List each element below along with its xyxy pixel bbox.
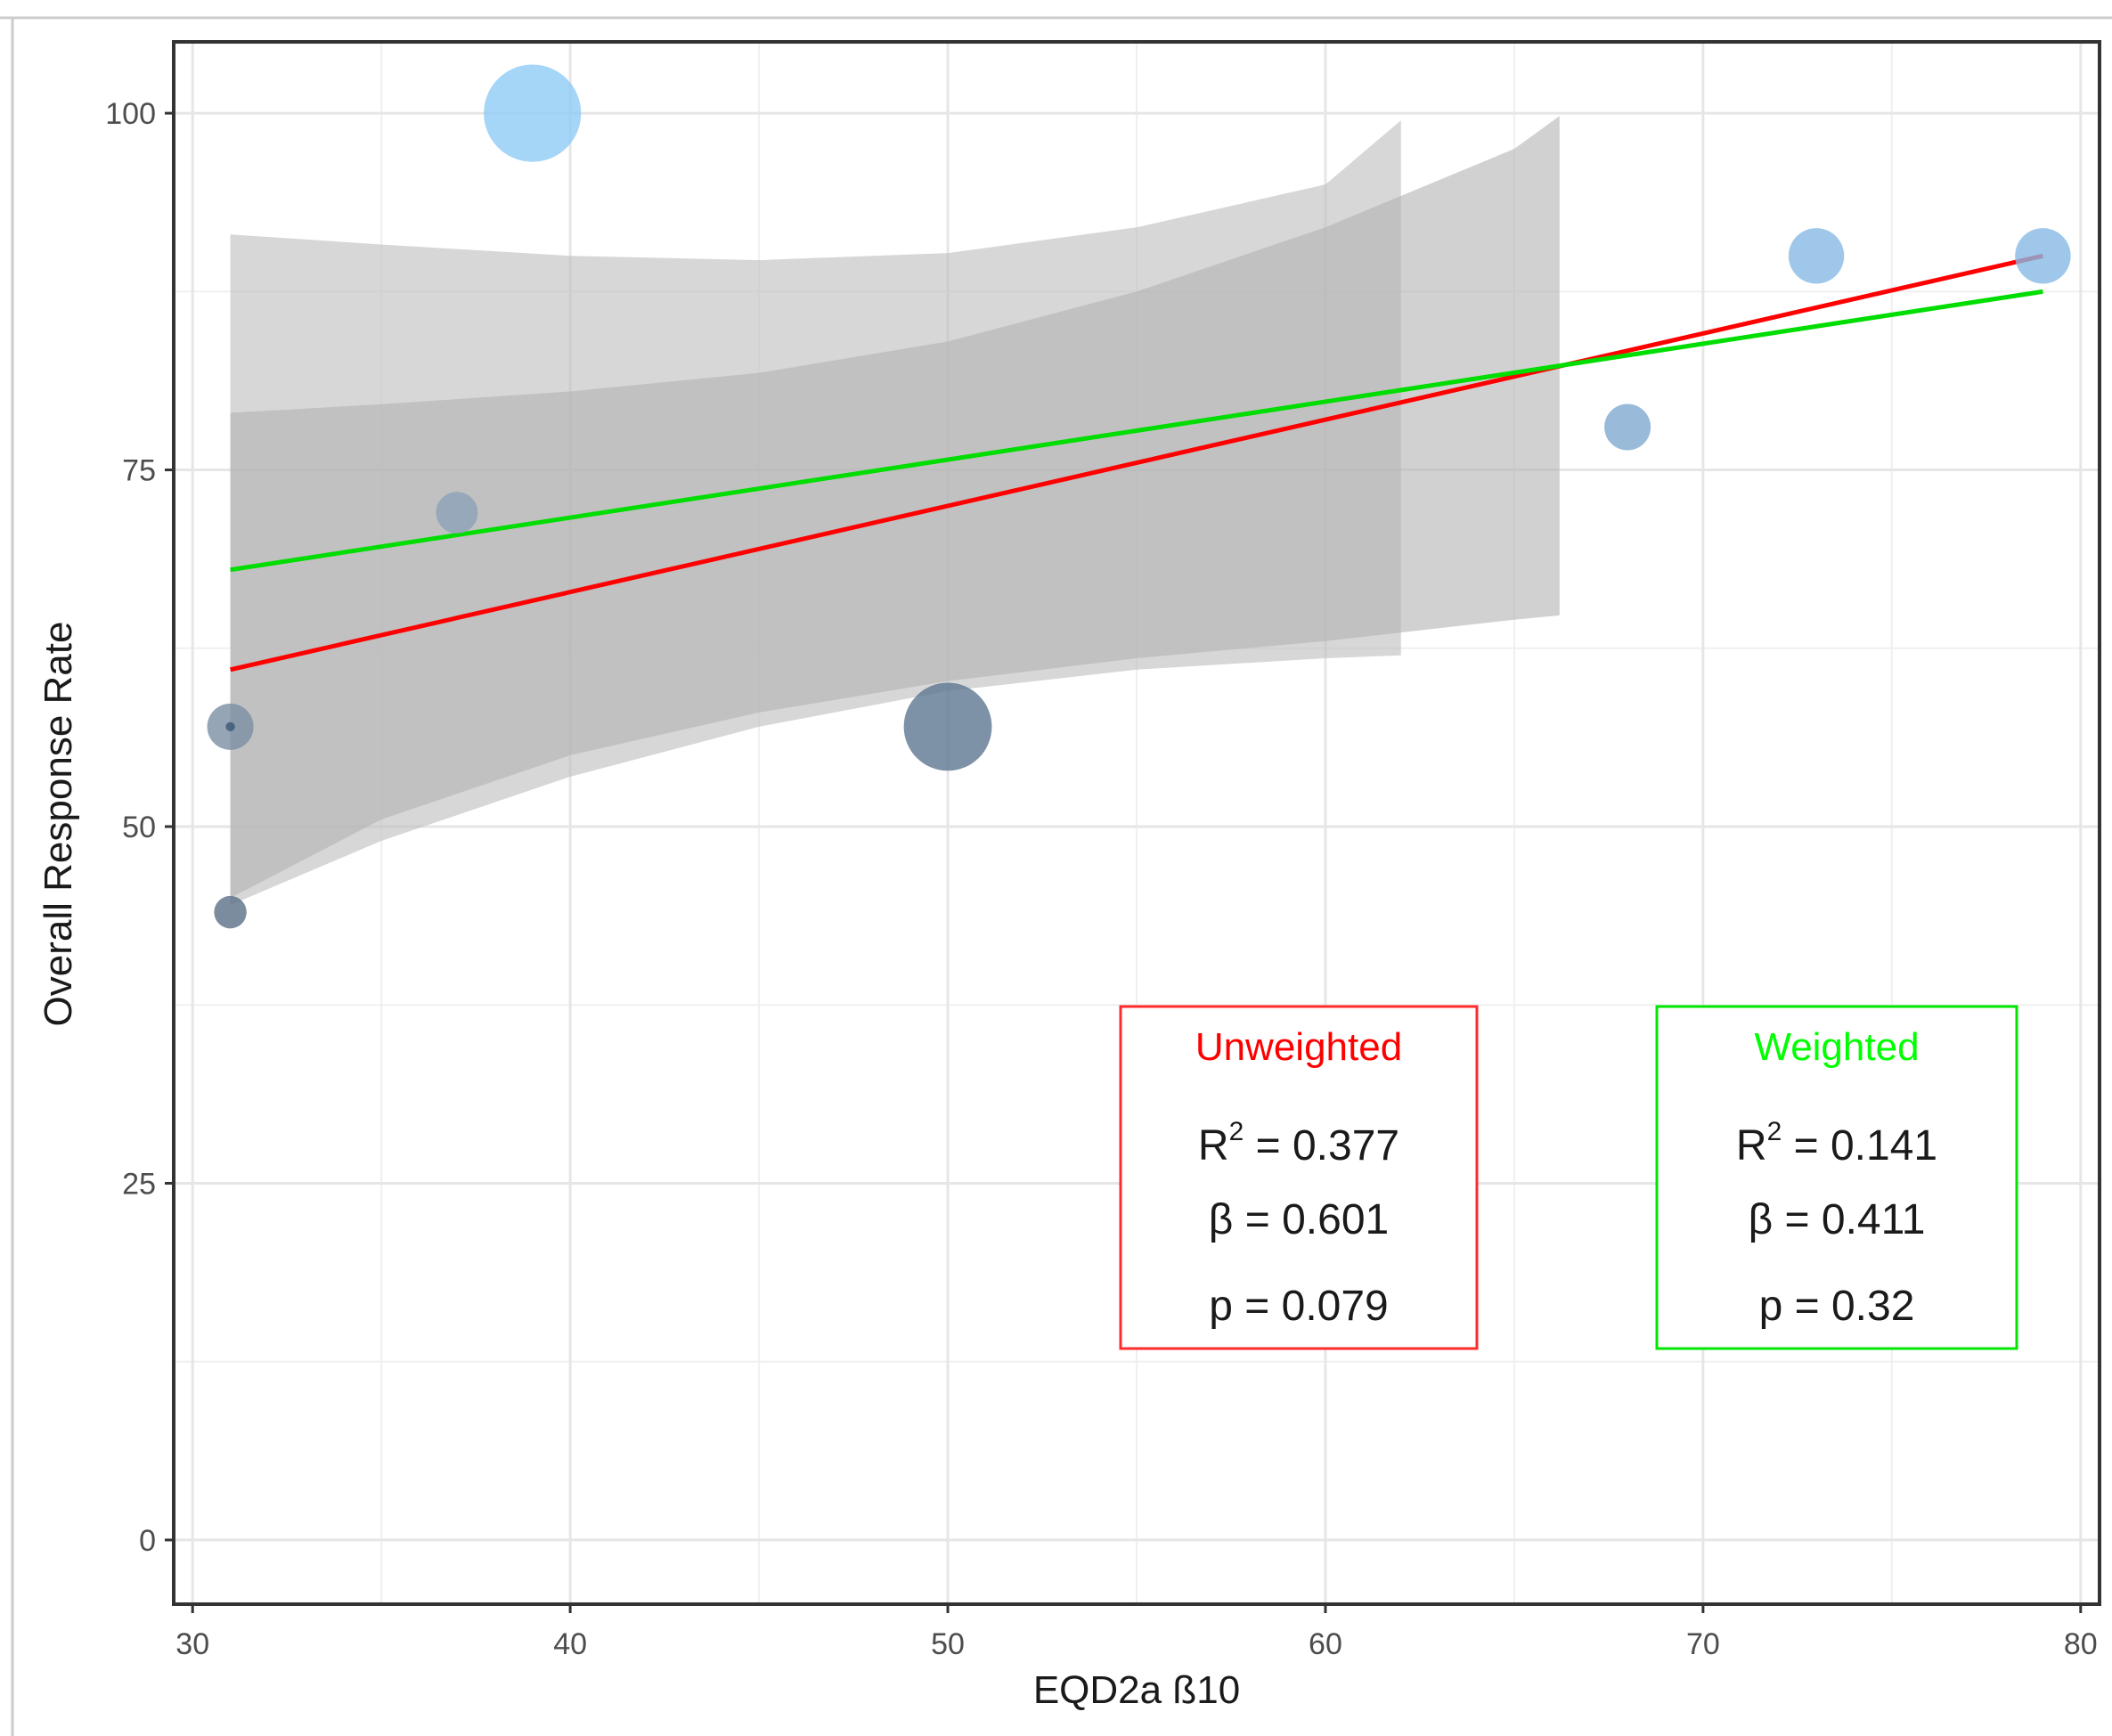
data-point <box>436 492 478 534</box>
y-tick-label: 25 <box>122 1167 156 1201</box>
data-points <box>207 64 2071 929</box>
unweighted-p: p = 0.079 <box>1209 1283 1389 1330</box>
data-point <box>214 895 247 929</box>
y-tick-label: 0 <box>139 1524 156 1558</box>
x-tick-label: 70 <box>1686 1627 1720 1661</box>
y-tick-label: 50 <box>122 811 156 844</box>
weighted-heading: Weighted <box>1754 1025 1919 1069</box>
data-point <box>1788 228 1845 284</box>
data-point <box>903 682 992 771</box>
weighted-stats-box: Weighted R2 = 0.141 β = 0.411 p = 0.32 <box>1655 1005 2018 1350</box>
fit-lines <box>230 253 2043 672</box>
unweighted-heading: Unweighted <box>1195 1025 1402 1069</box>
unweighted-stats-box: Unweighted R2 = 0.377 β = 0.601 p = 0.07… <box>1119 1005 1479 1350</box>
unweighted-r2-label: R <box>1198 1122 1229 1170</box>
x-axis-title: EQD2a ß10 <box>1033 1668 1240 1712</box>
unweighted-r2-value: = 0.377 <box>1244 1122 1399 1170</box>
x-tick-label: 80 <box>2064 1627 2098 1661</box>
data-point <box>1604 403 1651 451</box>
confidence-band-band-b <box>230 116 1560 899</box>
plot-border <box>172 40 2101 1606</box>
weighted-r2-value: = 0.141 <box>1782 1122 1937 1170</box>
y-tick-label: 75 <box>122 454 156 488</box>
weighted-p: p = 0.32 <box>1759 1283 1915 1330</box>
data-point <box>225 721 235 732</box>
x-tick-label: 30 <box>175 1627 209 1661</box>
weighted-r2-sup: 2 <box>1767 1117 1782 1146</box>
weighted-r2-label: R <box>1736 1122 1767 1170</box>
weighted-box-frame <box>1655 1005 2018 1350</box>
unweighted-beta: β = 0.601 <box>1209 1196 1389 1243</box>
x-tick-label: 40 <box>553 1627 587 1661</box>
unweighted-r2-sup: 2 <box>1229 1117 1244 1146</box>
y-tick-label: 100 <box>105 97 156 131</box>
data-point <box>2015 228 2071 284</box>
data-point <box>484 64 582 162</box>
weighted-r2: R2 = 0.141 <box>1736 1117 1937 1170</box>
fit-line-weighted <box>230 289 2043 573</box>
unweighted-r2: R2 = 0.377 <box>1198 1117 1399 1170</box>
fit-line-unweighted <box>230 253 2043 672</box>
unweighted-box-frame <box>1119 1005 1479 1350</box>
y-axis-title: Overall Response Rate <box>37 622 80 1027</box>
x-tick-label: 60 <box>1309 1627 1342 1661</box>
x-tick-label: 50 <box>931 1627 965 1661</box>
weighted-beta: β = 0.411 <box>1749 1196 1926 1243</box>
confidence-bands <box>230 116 1560 906</box>
axis-ticks: 30 40 50 60 70 80 0 25 50 75 100 <box>105 97 2097 1661</box>
